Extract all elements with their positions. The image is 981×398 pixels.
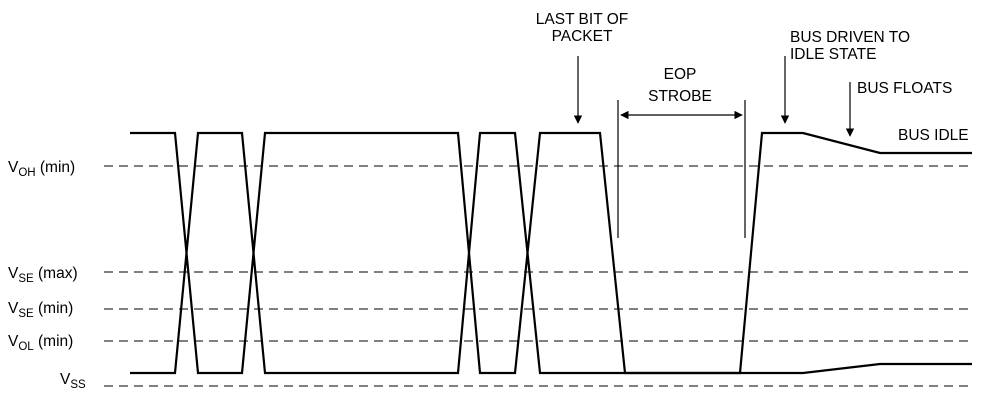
bus-idle-label: BUS IDLE (898, 127, 969, 144)
level-label-vss: VSS (60, 371, 86, 391)
threshold-lines (104, 165, 972, 387)
level-label-vse-min: VSE (min) (8, 300, 73, 320)
annotations: LAST BIT OF PACKET EOP STROBE BUS DRIVEN T… (536, 11, 969, 144)
signal-trace-upper (130, 131, 972, 375)
signal-trace-lower (130, 131, 972, 375)
level-label-voh: VOH (min) (8, 159, 75, 179)
level-labels: VOH (min) VSE (max) VSE (min) VOL (min) … (8, 159, 86, 391)
level-label-vse-max: VSE (max) (8, 265, 78, 285)
last-bit-label: LAST BIT OF PACKET (536, 11, 628, 45)
level-label-vol: VOL (min) (8, 333, 73, 353)
bus-floats-label: BUS FLOATS (857, 80, 952, 97)
eop-strobe-label: EOP STROBE (648, 66, 712, 105)
bus-driven-label: BUS DRIVEN TO IDLE STATE (790, 29, 910, 63)
